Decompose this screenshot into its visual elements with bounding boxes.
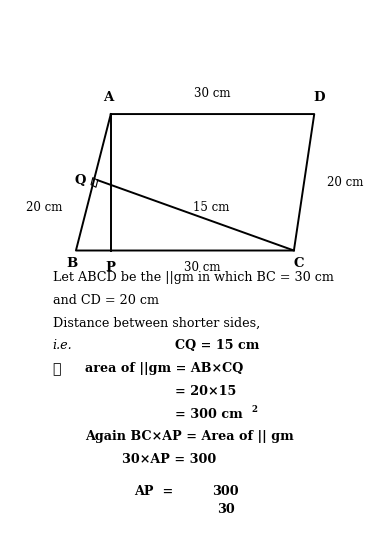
- Text: CQ = 15 cm: CQ = 15 cm: [175, 339, 259, 352]
- Text: 30: 30: [217, 503, 234, 516]
- Text: Distance between shorter sides,: Distance between shorter sides,: [53, 317, 260, 330]
- Text: 30 cm: 30 cm: [194, 86, 231, 99]
- Text: 2: 2: [252, 405, 258, 413]
- Text: 20 cm: 20 cm: [327, 176, 364, 189]
- Text: 30×AP = 300: 30×AP = 300: [122, 453, 217, 466]
- Text: AP  =: AP =: [134, 485, 173, 498]
- Text: area of ||gm = AB×CQ: area of ||gm = AB×CQ: [85, 362, 243, 375]
- Text: Let ABCD be the ||gm in which BC = 30 cm: Let ABCD be the ||gm in which BC = 30 cm: [53, 271, 334, 284]
- Text: A: A: [103, 91, 113, 104]
- Text: ∴: ∴: [53, 362, 61, 376]
- Text: B: B: [66, 257, 77, 270]
- Text: P: P: [106, 261, 116, 274]
- Text: Q: Q: [75, 173, 86, 187]
- Text: = 20×15: = 20×15: [175, 385, 236, 398]
- Text: 30 cm: 30 cm: [184, 261, 220, 274]
- Text: Again BC×AP = Area of || gm: Again BC×AP = Area of || gm: [85, 430, 293, 444]
- Text: and CD = 20 cm: and CD = 20 cm: [53, 294, 159, 307]
- Text: D: D: [313, 91, 324, 104]
- Text: i.e.: i.e.: [53, 339, 72, 352]
- Text: 15 cm: 15 cm: [193, 201, 229, 214]
- Text: = 300 cm: = 300 cm: [175, 408, 243, 420]
- Text: 20 cm: 20 cm: [27, 201, 63, 214]
- Text: C: C: [293, 257, 303, 270]
- Text: 300: 300: [212, 485, 239, 498]
